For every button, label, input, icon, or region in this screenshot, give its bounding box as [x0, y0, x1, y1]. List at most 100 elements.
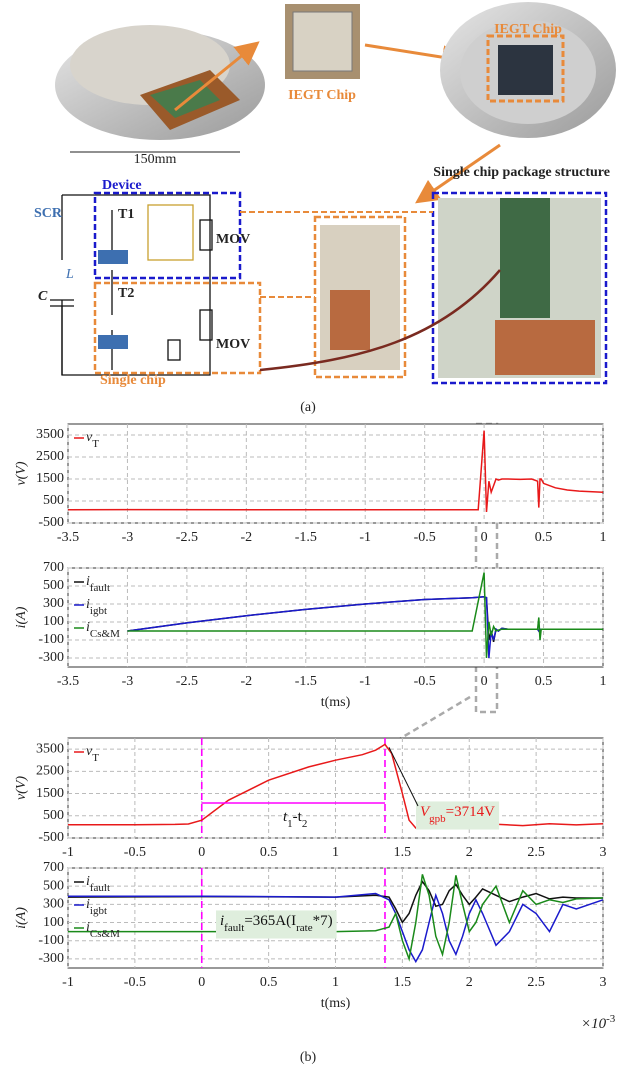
- legend-label: vT: [86, 430, 99, 449]
- y-tick-label: 300: [43, 897, 64, 912]
- x-tick-label: -1: [62, 845, 74, 860]
- chip-label: IEGT Chip: [288, 88, 356, 103]
- legend-label: ifault: [86, 574, 110, 593]
- annotation-part: *7): [313, 913, 333, 929]
- x-tick-label: -1: [62, 975, 74, 990]
- annotation-part: =3714V: [446, 804, 495, 820]
- annotation-sub: gpb: [429, 813, 446, 825]
- legend-name: i: [86, 920, 90, 935]
- package-label: Single chip package structure: [433, 165, 610, 180]
- y-tick-label: 100: [43, 614, 64, 629]
- legend-name: i: [86, 620, 90, 635]
- annotation-box: [216, 910, 337, 939]
- legend-name: v: [86, 744, 93, 759]
- y-tick-label: 3500: [36, 427, 64, 442]
- y-tick-label: 1500: [36, 786, 64, 801]
- arrow: [415, 143, 501, 204]
- x-tick-label: 1: [600, 530, 607, 545]
- annotation: Vgpb=3714V: [420, 804, 495, 824]
- series-line: [127, 572, 603, 659]
- plot-area: [67, 567, 604, 668]
- x-tick-label: -3.5: [57, 530, 79, 545]
- caption: (a): [300, 400, 316, 415]
- mov-label: MOV: [216, 337, 250, 352]
- annotation-sub: fault: [224, 922, 244, 934]
- series-line: [68, 874, 604, 962]
- circuit: [50, 194, 213, 376]
- single-chip-box: [93, 281, 262, 375]
- x-tick-label: -0.5: [414, 674, 436, 689]
- arrow: [174, 41, 260, 112]
- series-line: [67, 880, 603, 924]
- photo-box: [431, 191, 608, 385]
- caption: (b): [300, 1050, 317, 1065]
- annotation: t1-t2: [283, 809, 307, 829]
- photo-busbar: [495, 320, 595, 375]
- x-tick-label: 2: [466, 845, 473, 860]
- annotation-sub: 2: [302, 818, 308, 830]
- y-tick-label: 500: [43, 878, 64, 893]
- axis-multiplier: ×10-3: [581, 1013, 616, 1033]
- annotation-sub: rate: [296, 922, 313, 934]
- device-box: [93, 191, 242, 280]
- x-tick-label: 2.5: [527, 975, 545, 990]
- x-tick-label: 1: [600, 674, 607, 689]
- legend-label: iCs&M: [86, 620, 120, 639]
- y-axis-label: i(A): [14, 907, 29, 929]
- y-tick-label: -500: [38, 515, 64, 530]
- x-tick-label: -0.5: [124, 845, 146, 860]
- axis-multiplier-part: ×10: [581, 1016, 607, 1032]
- series-line: [67, 430, 604, 513]
- y-tick-label: 3500: [36, 741, 64, 756]
- y-tick-label: 500: [43, 493, 64, 508]
- y-tick-label: 500: [43, 578, 64, 593]
- x-tick-label: 0.5: [535, 530, 553, 545]
- legend-subscript: igbt: [90, 605, 107, 617]
- x-tick-label: -2: [240, 530, 252, 545]
- x-tick-label: 3: [600, 845, 607, 860]
- plot-area: [67, 423, 604, 524]
- x-tick-label: 0: [481, 674, 488, 689]
- t2-label: T2: [118, 286, 134, 301]
- annotation-part: =365A(I: [244, 913, 296, 929]
- inductor-label: L: [65, 267, 74, 282]
- device-label: Device: [102, 178, 142, 193]
- x-tick-label: 2.5: [527, 845, 545, 860]
- chip-label: IEGT Chip: [494, 22, 562, 37]
- x-tick-label: -2.5: [176, 530, 198, 545]
- y-tick-label: -300: [38, 650, 64, 665]
- legend-label: iigbt: [86, 897, 107, 916]
- y-tick-label: 300: [43, 596, 64, 611]
- axis-multiplier-sub: -3: [606, 1013, 616, 1025]
- x-tick-label: -3.5: [57, 674, 79, 689]
- x-tick-label: -3: [122, 674, 134, 689]
- legend-subscript: Cs&M: [90, 928, 120, 940]
- x-tick-label: -2: [240, 674, 252, 689]
- cable: [259, 269, 501, 372]
- annotation-sub: 1: [287, 818, 293, 830]
- legend-subscript: Cs&M: [90, 628, 120, 640]
- legend-subscript: T: [92, 438, 99, 450]
- y-tick-label: -100: [38, 933, 64, 948]
- x-tick-label: -1: [359, 674, 371, 689]
- x-axis-label: t(ms): [321, 695, 351, 710]
- legend-name: i: [86, 574, 90, 589]
- x-tick-label: 2: [466, 975, 473, 990]
- y-tick-label: 100: [43, 915, 64, 930]
- photo-press-pack: 150mm: [55, 25, 265, 167]
- y-tick-label: 500: [43, 808, 64, 823]
- x-tick-label: -1: [359, 530, 371, 545]
- y-tick-label: -300: [38, 951, 64, 966]
- legend-name: i: [86, 597, 90, 612]
- legend-label: iigbt: [86, 597, 107, 616]
- annotation-part: -t: [293, 809, 303, 825]
- x-tick-label: 0: [198, 975, 205, 990]
- y-tick-label: 1500: [36, 471, 64, 486]
- x-tick-label: -0.5: [124, 975, 146, 990]
- scr-label: SCR: [34, 206, 63, 221]
- y-axis-label: v(V): [14, 776, 29, 800]
- x-tick-label: 1.5: [394, 845, 412, 860]
- annotation-part: t: [283, 809, 288, 825]
- legend-subscript: fault: [90, 582, 110, 594]
